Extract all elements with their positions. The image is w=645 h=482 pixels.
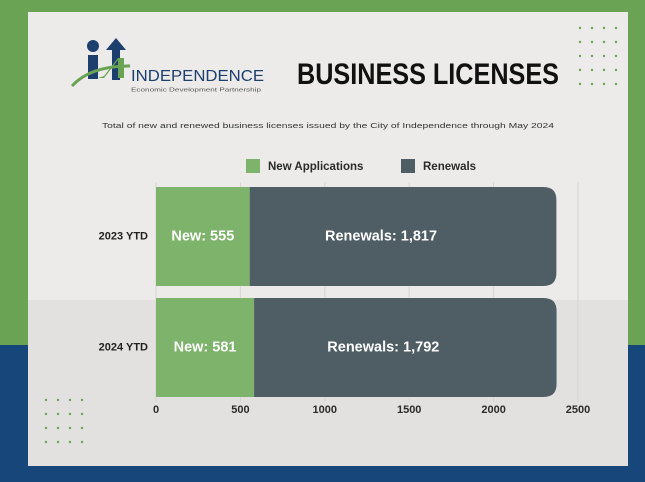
x-tick-label: 2500	[566, 404, 590, 416]
x-tick-label: 1000	[313, 404, 337, 416]
logo	[70, 38, 131, 88]
dots-bottom-left	[44, 398, 84, 444]
x-tick-label: 1500	[397, 404, 421, 416]
legend-swatch	[401, 159, 415, 173]
logo-name: INDEPENDENCE	[131, 68, 264, 85]
data-label: New: 555	[171, 228, 234, 244]
bar-segment	[249, 187, 557, 286]
x-tick-label: 2000	[481, 404, 505, 416]
x-tick-label: 500	[231, 404, 249, 416]
bar-segment	[156, 298, 255, 397]
data-label: Renewals: 1,817	[325, 228, 437, 244]
x-tick-label: 0	[153, 404, 159, 416]
logo-tagline: Economic Development Partnership	[131, 87, 261, 93]
bar-segment	[156, 187, 250, 286]
bar-segment	[254, 298, 557, 397]
chart-subtitle: Total of new and renewed business licens…	[102, 123, 554, 130]
y-tick-label: 2023 YTD	[99, 230, 148, 242]
legend-label: Renewals	[423, 161, 476, 173]
legend-label: New Applications	[268, 161, 363, 173]
data-label: Renewals: 1,792	[327, 339, 439, 355]
y-tick-label: 2024 YTD	[99, 341, 148, 353]
data-label: New: 581	[174, 339, 237, 355]
legend-swatch	[246, 159, 260, 173]
dots-top-right	[578, 26, 618, 86]
chart-title: BUSINESS LICENSES	[297, 58, 559, 91]
